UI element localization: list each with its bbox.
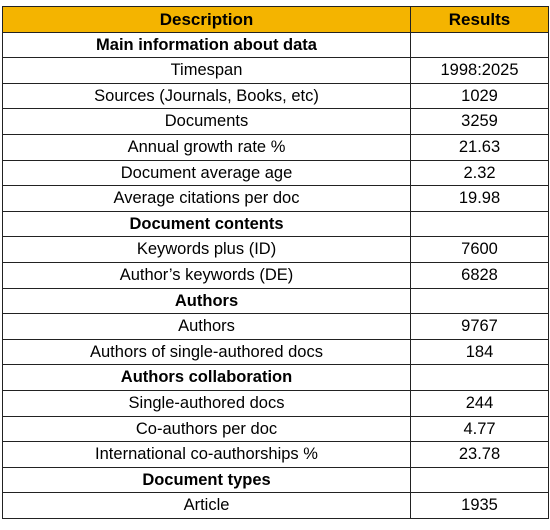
- section-row: Document contents: [2, 210, 549, 238]
- table-row: Author’s keywords (DE) 6828: [2, 261, 549, 289]
- row-description: Article: [2, 492, 411, 519]
- row-result: 1029: [410, 82, 549, 110]
- table-row: Average citations per doc 19.98: [2, 185, 549, 212]
- table-row: Keywords plus (ID) 7600: [2, 236, 549, 263]
- row-result: 184: [410, 338, 549, 366]
- row-result: 23.78: [410, 441, 549, 468]
- table-row: Co-authors per doc 4.77: [2, 415, 549, 443]
- section-heading: Main information about data: [2, 31, 411, 59]
- results-table: Description Results Main information abo…: [2, 6, 549, 519]
- row-result: 6828: [410, 261, 549, 289]
- row-description: Co-authors per doc: [2, 415, 411, 443]
- section-row: Document types: [2, 466, 549, 494]
- section-result-empty: [410, 31, 549, 59]
- row-result: 244: [410, 389, 549, 417]
- table-row: Authors of single-authored docs 184: [2, 338, 549, 366]
- row-description: International co-authorships %: [2, 441, 411, 468]
- row-result: 9767: [410, 313, 549, 340]
- section-row: Authors collaboration: [2, 364, 549, 391]
- row-result: 3259: [410, 108, 549, 135]
- header-description: Description: [2, 6, 411, 33]
- header-results: Results: [410, 6, 549, 33]
- row-description: Author’s keywords (DE): [2, 261, 411, 289]
- table-body: Main information about data Timespan 1998:…: [2, 31, 549, 519]
- row-description: Authors of single-authored docs: [2, 338, 411, 366]
- row-result: 19.98: [410, 185, 549, 212]
- row-description: Timespan: [2, 57, 411, 84]
- row-result: 1998:2025: [410, 57, 549, 84]
- section-result-empty: [410, 364, 549, 391]
- row-result: 4.77: [410, 415, 549, 443]
- section-result-empty: [410, 466, 549, 494]
- table-header: Description Results: [2, 6, 549, 33]
- table-row: Documents 3259: [2, 108, 549, 135]
- row-description: Average citations per doc: [2, 185, 411, 212]
- section-heading: Authors collaboration: [2, 364, 411, 391]
- row-result: 7600: [410, 236, 549, 263]
- section-result-empty: [410, 287, 549, 315]
- row-description: Annual growth rate %: [2, 133, 411, 161]
- row-result: 2.32: [410, 159, 549, 187]
- row-description: Sources (Journals, Books, etc): [2, 82, 411, 110]
- row-description: Keywords plus (ID): [2, 236, 411, 263]
- header-row: Description Results: [2, 6, 549, 33]
- row-description: Documents: [2, 108, 411, 135]
- table-row: Article 1935: [2, 492, 549, 519]
- row-result: 1935: [410, 492, 549, 519]
- table-row: Single-authored docs 244: [2, 389, 549, 417]
- section-row: Authors: [2, 287, 549, 315]
- section-heading: Document types: [2, 466, 411, 494]
- row-description: Single-authored docs: [2, 389, 411, 417]
- section-result-empty: [410, 210, 549, 238]
- table-row: Document average age 2.32: [2, 159, 549, 187]
- row-result: 21.63: [410, 133, 549, 161]
- section-row: Main information about data: [2, 31, 549, 59]
- table-row: Annual growth rate % 21.63: [2, 133, 549, 161]
- table-row: Sources (Journals, Books, etc) 1029: [2, 82, 549, 110]
- row-description: Document average age: [2, 159, 411, 187]
- table-row: Timespan 1998:2025: [2, 57, 549, 84]
- section-heading: Authors: [2, 287, 411, 315]
- table-row: International co-authorships % 23.78: [2, 441, 549, 468]
- row-description: Authors: [2, 313, 411, 340]
- section-heading: Document contents: [2, 210, 411, 238]
- table-row: Authors 9767: [2, 313, 549, 340]
